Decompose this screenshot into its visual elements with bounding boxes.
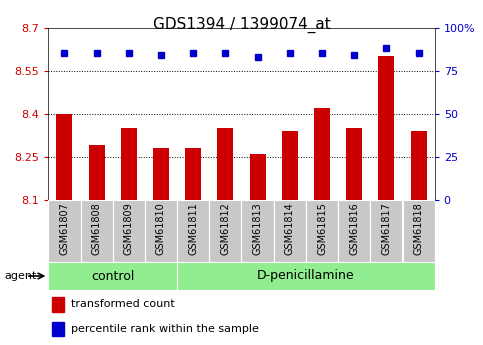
Text: GSM61817: GSM61817	[382, 202, 391, 255]
Text: GSM61812: GSM61812	[220, 202, 230, 255]
Bar	[177, 200, 209, 262]
Bar	[145, 200, 177, 262]
Text: agent: agent	[5, 271, 37, 281]
Text: D-penicillamine: D-penicillamine	[257, 269, 355, 283]
Text: GSM61810: GSM61810	[156, 202, 166, 255]
Text: transformed count: transformed count	[71, 299, 175, 309]
Bar	[378, 56, 395, 200]
Text: GSM61814: GSM61814	[285, 202, 295, 255]
Bar	[338, 200, 370, 262]
Text: control: control	[91, 269, 134, 283]
Text: GDS1394 / 1399074_at: GDS1394 / 1399074_at	[153, 17, 330, 33]
Text: GSM61807: GSM61807	[59, 202, 70, 255]
Bar	[370, 200, 402, 262]
Bar	[52, 322, 64, 336]
Text: GSM61813: GSM61813	[253, 202, 263, 255]
Bar	[52, 297, 64, 312]
Bar	[411, 131, 426, 200]
Bar	[121, 128, 137, 200]
Text: percentile rank within the sample: percentile rank within the sample	[71, 324, 259, 334]
Bar	[177, 262, 435, 290]
Bar	[81, 200, 113, 262]
Bar	[153, 148, 169, 200]
Text: GSM61811: GSM61811	[188, 202, 198, 255]
Bar	[306, 200, 338, 262]
Bar	[48, 262, 177, 290]
Bar	[113, 200, 145, 262]
Text: GSM61808: GSM61808	[92, 202, 101, 255]
Bar	[314, 108, 330, 200]
Bar	[217, 128, 233, 200]
Bar	[282, 131, 298, 200]
Bar	[48, 200, 81, 262]
Text: GSM61815: GSM61815	[317, 202, 327, 255]
Bar	[185, 148, 201, 200]
Bar	[57, 114, 72, 200]
Bar	[346, 128, 362, 200]
Bar	[88, 146, 105, 200]
Bar	[209, 200, 242, 262]
Text: GSM61816: GSM61816	[349, 202, 359, 255]
Text: GSM61818: GSM61818	[413, 202, 424, 255]
Bar	[274, 200, 306, 262]
Bar	[242, 200, 274, 262]
Bar	[402, 200, 435, 262]
Text: GSM61809: GSM61809	[124, 202, 134, 255]
Bar	[250, 154, 266, 200]
